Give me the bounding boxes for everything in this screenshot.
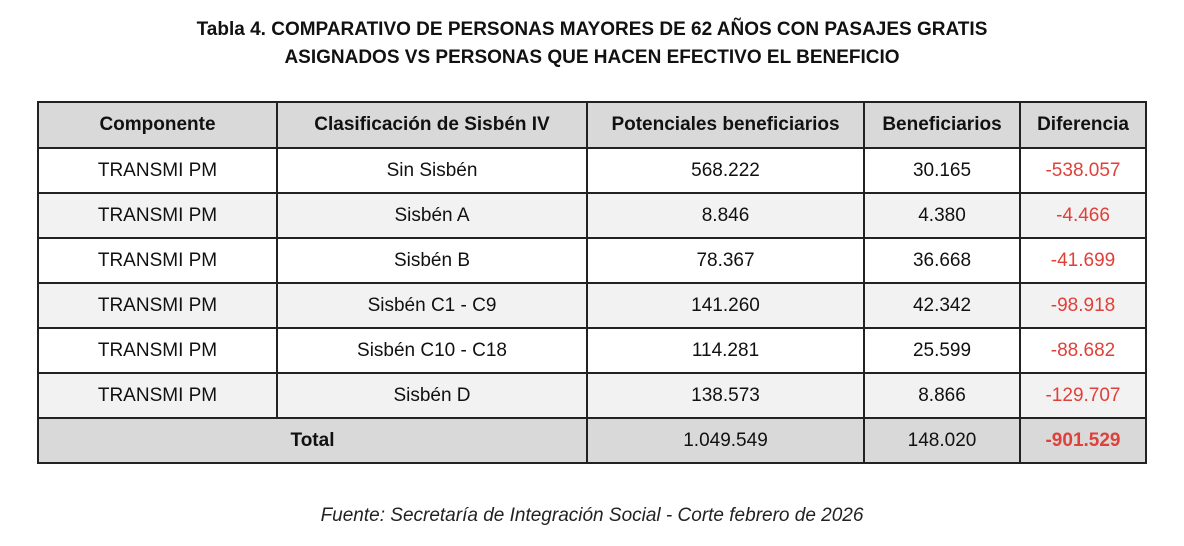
table-header: Componente Clasificación de Sisbén IV Po…	[37, 101, 1147, 149]
cell-diferencia: -129.707	[1019, 372, 1147, 419]
table-title-line-2: ASIGNADOS VS PERSONAS QUE HACEN EFECTIVO…	[284, 47, 900, 68]
header-clasificacion: Clasificación de Sisbén IV	[276, 101, 588, 149]
cell-potenciales: 568.222	[586, 147, 865, 194]
header-componente: Componente	[37, 101, 278, 149]
cell-clasificacion: Sisbén C10 - C18	[276, 327, 588, 374]
cell-clasificacion: Sisbén D	[276, 372, 588, 419]
cell-componente: TRANSMI PM	[37, 237, 278, 284]
table-row: TRANSMI PM Sisbén B 78.367 36.668 -41.69…	[37, 237, 1147, 284]
cell-diferencia: -4.466	[1019, 192, 1147, 239]
table-title-line-1: Tabla 4. COMPARATIVO DE PERSONAS MAYORES…	[196, 19, 988, 40]
cell-clasificacion: Sisbén A	[276, 192, 588, 239]
header-row: Componente Clasificación de Sisbén IV Po…	[37, 101, 1147, 149]
cell-potenciales: 138.573	[586, 372, 865, 419]
total-potenciales: 1.049.549	[586, 417, 865, 464]
table-row: TRANSMI PM Sisbén A 8.846 4.380 -4.466	[37, 192, 1147, 239]
cell-potenciales: 114.281	[586, 327, 865, 374]
table-title: Tabla 4. COMPARATIVO DE PERSONAS MAYORES…	[0, 16, 1184, 72]
total-diferencia: -901.529	[1019, 417, 1147, 464]
table-row: TRANSMI PM Sisbén D 138.573 8.866 -129.7…	[37, 372, 1147, 419]
cell-clasificacion: Sin Sisbén	[276, 147, 588, 194]
header-diferencia: Diferencia	[1019, 101, 1147, 149]
table-body: TRANSMI PM Sin Sisbén 568.222 30.165 -53…	[37, 147, 1147, 419]
cell-potenciales: 78.367	[586, 237, 865, 284]
cell-beneficiarios: 4.380	[863, 192, 1021, 239]
table-row: TRANSMI PM Sisbén C1 - C9 141.260 42.342…	[37, 282, 1147, 329]
cell-beneficiarios: 25.599	[863, 327, 1021, 374]
cell-beneficiarios: 36.668	[863, 237, 1021, 284]
cell-diferencia: -88.682	[1019, 327, 1147, 374]
table-row: TRANSMI PM Sisbén C10 - C18 114.281 25.5…	[37, 327, 1147, 374]
total-beneficiarios: 148.020	[863, 417, 1021, 464]
cell-clasificacion: Sisbén C1 - C9	[276, 282, 588, 329]
cell-beneficiarios: 42.342	[863, 282, 1021, 329]
table-row: TRANSMI PM Sin Sisbén 568.222 30.165 -53…	[37, 147, 1147, 194]
cell-componente: TRANSMI PM	[37, 282, 278, 329]
cell-potenciales: 8.846	[586, 192, 865, 239]
cell-beneficiarios: 8.866	[863, 372, 1021, 419]
cell-componente: TRANSMI PM	[37, 147, 278, 194]
cell-diferencia: -98.918	[1019, 282, 1147, 329]
cell-potenciales: 141.260	[586, 282, 865, 329]
total-row: Total 1.049.549 148.020 -901.529	[37, 417, 1147, 464]
comparison-table: Componente Clasificación de Sisbén IV Po…	[37, 101, 1147, 464]
total-label: Total	[37, 417, 588, 464]
cell-componente: TRANSMI PM	[37, 192, 278, 239]
cell-clasificacion: Sisbén B	[276, 237, 588, 284]
table-footer: Total 1.049.549 148.020 -901.529	[37, 417, 1147, 464]
cell-diferencia: -41.699	[1019, 237, 1147, 284]
source-note: Fuente: Secretaría de Integración Social…	[320, 505, 864, 526]
cell-componente: TRANSMI PM	[37, 327, 278, 374]
header-potenciales: Potenciales beneficiarios	[586, 101, 865, 149]
cell-diferencia: -538.057	[1019, 147, 1147, 194]
cell-componente: TRANSMI PM	[37, 372, 278, 419]
cell-beneficiarios: 30.165	[863, 147, 1021, 194]
header-beneficiarios: Beneficiarios	[863, 101, 1021, 149]
